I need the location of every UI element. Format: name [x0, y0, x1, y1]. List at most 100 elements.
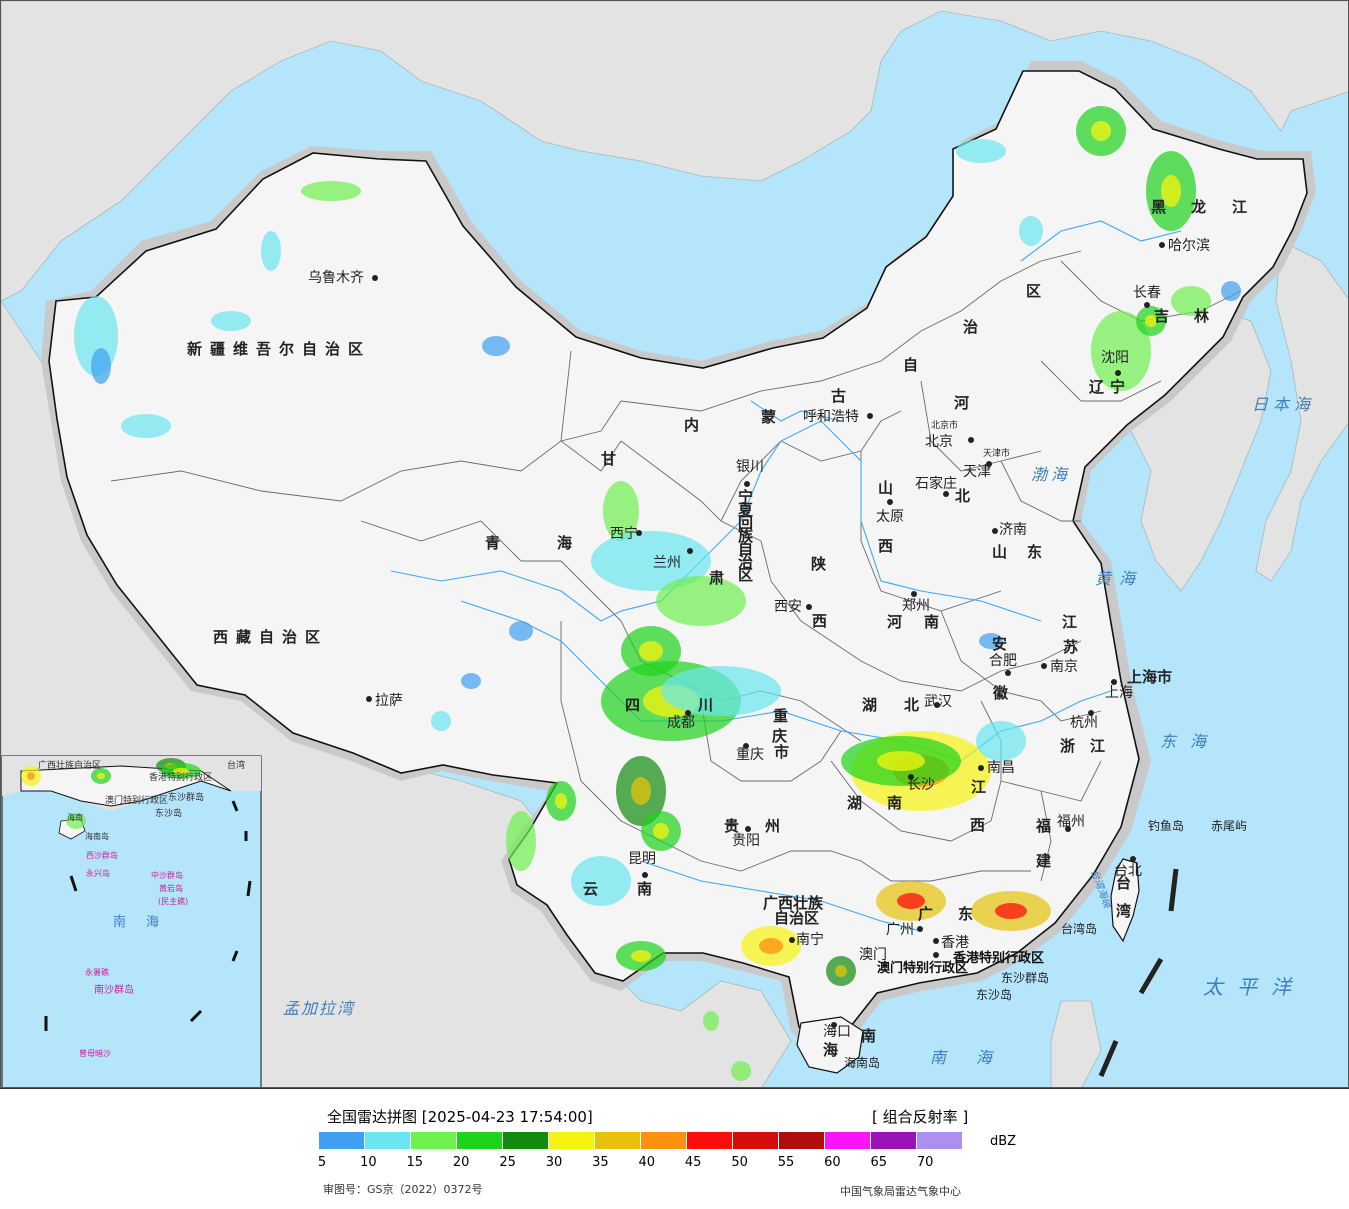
city-label: 西宁 — [610, 525, 638, 542]
city-label: 重庆 — [736, 747, 764, 763]
inset-label-taiwan: 台湾 — [227, 759, 245, 771]
city-dot — [642, 872, 648, 878]
province-label-anhui-1: 安 — [992, 635, 1007, 653]
echo-core — [1091, 121, 1111, 141]
city-dot — [1088, 710, 1094, 716]
city-label: 呼和浩特 — [803, 409, 859, 425]
inset-label-minzhu: (民主礁) — [158, 896, 188, 906]
city-label: 香港 — [941, 935, 969, 951]
city-dot — [943, 491, 949, 497]
echo-patch — [506, 811, 536, 871]
colorbar-tick-label: 65 — [870, 1155, 888, 1170]
echo-patch — [1019, 216, 1043, 246]
city-label: 昆明 — [628, 851, 656, 867]
city-label: 长沙 — [907, 777, 935, 793]
inset-label-nansha: 南沙群岛 — [94, 983, 134, 996]
colorbar-cell — [457, 1132, 503, 1149]
province-label-zhejiang-2: 江 — [1090, 737, 1105, 755]
province-label-liaoning-1: 辽 — [1089, 378, 1104, 396]
sea-label-japan-sea: 日本海 — [1252, 395, 1315, 414]
province-label-neimenggu-5: 治 — [963, 318, 978, 336]
province-label-guangdong-1: 广 — [918, 905, 933, 923]
province-label-hainan-1: 海 — [823, 1041, 838, 1059]
province-label-neimenggu-2: 蒙 — [761, 408, 776, 426]
echo-patch — [703, 1011, 719, 1031]
echo-patch — [482, 336, 510, 356]
echo-core — [97, 772, 105, 780]
province-label-shanxi-1: 山 — [878, 479, 893, 497]
province-label-hunan-2: 南 — [887, 794, 902, 812]
echo-patch — [66, 813, 86, 829]
province-label-chongqing-3: 市 — [774, 743, 789, 761]
echo-patch — [603, 481, 639, 541]
colorbar-tick-label: 50 — [731, 1155, 748, 1170]
inset-label-guangxi: 广西壮族自治区 — [38, 759, 101, 771]
echo-core — [835, 965, 847, 977]
province-label-jiangxi-1: 江 — [971, 778, 986, 796]
echo-patch — [261, 231, 281, 271]
colorbar-tick-label: 30 — [545, 1155, 563, 1170]
city-dot — [1144, 302, 1150, 308]
inset-label-hainan-dao: 海南岛 — [85, 831, 109, 841]
echo-patch — [1221, 281, 1241, 301]
echo-core — [27, 772, 35, 780]
city-label: 长春 — [1133, 285, 1161, 301]
inset-label-dongsha: 东沙群岛 — [168, 791, 204, 803]
echo-core — [1145, 315, 1157, 327]
city-dot — [867, 413, 873, 419]
echo-patch — [979, 633, 1003, 649]
city-dot — [978, 765, 984, 771]
province-label-ningxia-6: 治 — [738, 553, 762, 571]
province-label-shaanxi-2: 西 — [812, 612, 827, 630]
province-label-hubei-2: 北 — [904, 696, 919, 714]
province-label-guizhou-2: 州 — [764, 817, 780, 835]
inset-label-zhongsha: 中沙群岛 — [151, 870, 183, 880]
echo-patch — [731, 1061, 751, 1081]
colorbar-tick-label: 5 — [317, 1155, 327, 1170]
sea-label-yellow-sea: 黄海 — [1095, 569, 1143, 588]
colorbar-tick-label: 20 — [452, 1155, 470, 1170]
province-label-jilin-1: 吉 — [1154, 307, 1169, 325]
inset-label-yongxing: 永兴岛 — [86, 868, 110, 878]
legend-title: 全国雷达拼图 [2025-04-23 17:54:00] — [327, 1108, 593, 1126]
inset-label-yongshu: 永暑礁 — [85, 967, 109, 977]
city-label: 贵阳 — [732, 833, 760, 849]
province-label-jilin-2: 林 — [1194, 307, 1210, 325]
island-label-taiwan-island: 台湾岛 — [1061, 921, 1097, 936]
city-label: 成都 — [667, 715, 695, 731]
city-label: 北京 — [925, 434, 953, 450]
city-label: 广州 — [886, 922, 914, 938]
city-label: 南昌 — [987, 760, 1015, 776]
legend-panel: 全国雷达拼图 [2025-04-23 17:54:00] [ 组合反射率 ] 5… — [0, 1088, 1349, 1209]
inset-label-dongsha-dao: 东沙岛 — [155, 807, 182, 819]
hainan-island-shape — [796, 1016, 864, 1074]
echo-patch — [121, 414, 171, 438]
province-label-neimenggu-6: 区 — [1026, 282, 1041, 300]
island-label-diaoyu: 钓鱼岛 — [1148, 818, 1184, 833]
city-label: 台北 — [1114, 863, 1142, 879]
colorbar-tick-label: 35 — [592, 1155, 609, 1170]
city-label: 南京 — [1050, 659, 1078, 675]
inset-label-zengmu: 曾母暗沙 — [79, 1048, 111, 1058]
city-dot — [745, 826, 751, 832]
province-label-guizhou-1: 贵 — [724, 817, 739, 835]
echo-core — [631, 950, 651, 962]
inset-label-hongkong: 香港特别行政区 — [149, 771, 212, 783]
map-canvas: 新疆维吾尔自治区西藏自治区青 海甘肃内 蒙古自治区黑龙江吉 林辽 宁河北山西山东陕西河南… — [1, 1, 1348, 1087]
colorbar-tick-label: 15 — [406, 1155, 424, 1170]
province-label-liaoning-2: 宁 — [1110, 378, 1125, 396]
sea-label-pacific: 太平洋 — [1203, 975, 1305, 999]
province-label-neimenggu-1: 内 — [684, 416, 699, 434]
rivers — [390, 220, 1182, 932]
province-label-hebei-1: 河 — [954, 394, 969, 412]
province-label-gansu-2: 肃 — [709, 569, 724, 587]
colorbar-cell — [917, 1132, 963, 1149]
city-dot — [992, 528, 998, 534]
province-label-jiangsu-1: 江 — [1062, 613, 1077, 631]
sea-label-south-china-sea: 南海 — [930, 1048, 1022, 1067]
city-dot — [1130, 856, 1136, 862]
echo-core — [173, 767, 189, 775]
city-dot — [806, 604, 812, 610]
province-label-heilongjiang-3: 江 — [1232, 198, 1247, 216]
review-number: 审图号：GS京（2022）0372号 — [323, 1183, 483, 1196]
